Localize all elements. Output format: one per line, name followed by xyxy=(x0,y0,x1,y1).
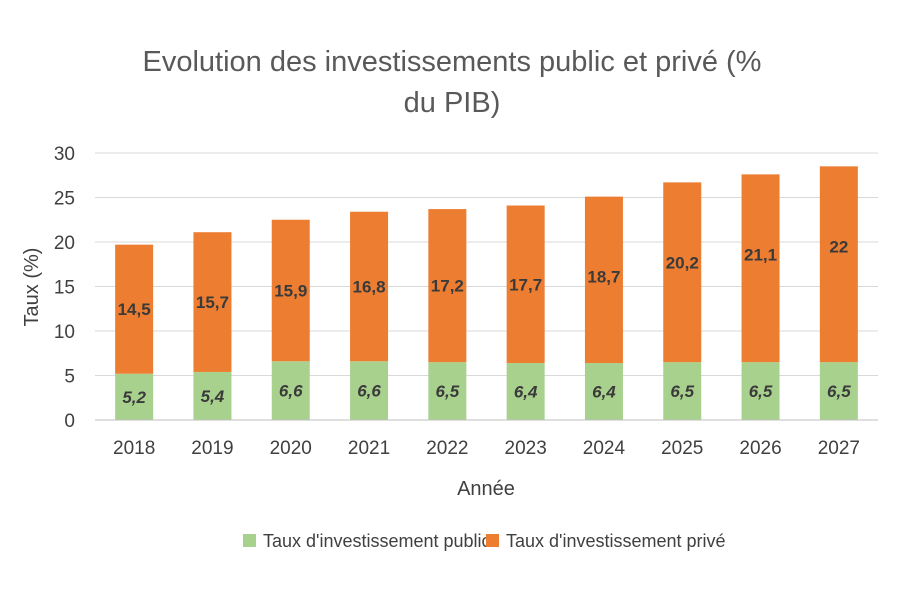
y-tick-label: 20 xyxy=(54,233,75,254)
y-tick-label: 10 xyxy=(54,322,75,343)
bar-private-2026 xyxy=(741,174,780,363)
bars-group: 5,2 14,5 5,4 15,7 6,6 15,9 6,6 16,8 6,5 17,2 6,4 17… xyxy=(115,166,858,420)
x-tick-label: 2018 xyxy=(113,438,155,459)
x-tick-label: 2024 xyxy=(583,438,626,459)
data-label-private: 18,7 xyxy=(587,268,620,287)
x-tick-label: 2021 xyxy=(348,438,390,459)
legend-swatch-public xyxy=(243,534,256,547)
y-tick-label: 25 xyxy=(54,189,75,210)
y-tick-label: 30 xyxy=(54,144,75,165)
legend-label-private: Taux d'investissement privé xyxy=(506,531,726,551)
x-tick-label: 2026 xyxy=(739,438,781,459)
data-label-private: 15,7 xyxy=(196,293,229,312)
bar-public-2021 xyxy=(350,361,389,420)
bar-private-2024 xyxy=(584,196,623,364)
data-label-private: 16,8 xyxy=(353,278,386,297)
legend: Taux d'investissement public Taux d'inve… xyxy=(243,531,726,551)
bar-private-2021 xyxy=(350,211,389,362)
bar-private-2020 xyxy=(271,219,310,362)
y-axis-ticks: 0 5 10 15 20 25 30 xyxy=(54,144,75,432)
y-axis-title: Taux (%) xyxy=(21,248,43,327)
data-label-public: 5,2 xyxy=(122,388,146,407)
y-tick-label: 5 xyxy=(64,367,75,388)
bar-public-2023 xyxy=(506,363,545,420)
x-tick-label: 2025 xyxy=(661,438,703,459)
x-tick-label: 2022 xyxy=(426,438,468,459)
data-label-private: 17,2 xyxy=(431,277,464,296)
y-tick-label: 0 xyxy=(64,411,75,432)
chart-title-line-1: Evolution des investissements public et … xyxy=(143,46,762,78)
bar-public-2022 xyxy=(428,362,467,420)
data-label-public: 6,5 xyxy=(436,382,460,401)
bar-private-2019 xyxy=(193,232,232,372)
x-tick-label: 2027 xyxy=(818,438,860,459)
x-axis-title: Année xyxy=(457,478,515,500)
bar-private-2027 xyxy=(819,166,858,363)
bar-private-2025 xyxy=(663,182,702,363)
x-tick-label: 2020 xyxy=(270,438,312,459)
x-tick-label: 2023 xyxy=(505,438,547,459)
data-label-public: 6,4 xyxy=(514,383,538,402)
data-label-public: 6,5 xyxy=(827,382,851,401)
chart-title-line-2: du PIB) xyxy=(404,87,501,119)
bar-private-2023 xyxy=(506,205,545,364)
data-label-private: 15,9 xyxy=(274,282,307,301)
data-label-public: 6,6 xyxy=(279,382,303,401)
x-tick-label: 2019 xyxy=(191,438,233,459)
data-label-public: 5,4 xyxy=(201,387,225,406)
data-label-public: 6,4 xyxy=(592,383,616,402)
data-label-private: 20,2 xyxy=(666,253,699,272)
bar-public-2018 xyxy=(115,373,154,420)
data-label-public: 6,5 xyxy=(749,382,773,401)
bar-public-2024 xyxy=(584,363,623,420)
y-tick-label: 15 xyxy=(54,278,75,299)
data-label-private: 14,5 xyxy=(118,300,151,319)
data-label-private: 21,1 xyxy=(744,245,777,264)
bar-public-2026 xyxy=(741,362,780,420)
bar-private-2018 xyxy=(115,244,154,374)
data-label-private: 22 xyxy=(829,237,848,256)
legend-label-public: Taux d'investissement public xyxy=(263,531,491,551)
data-label-public: 6,5 xyxy=(670,382,694,401)
bar-public-2025 xyxy=(663,362,702,420)
bar-public-2020 xyxy=(271,361,310,420)
legend-swatch-private xyxy=(486,534,499,547)
data-label-public: 6,6 xyxy=(357,382,381,401)
bar-private-2022 xyxy=(428,209,467,363)
bar-public-2019 xyxy=(193,371,232,420)
data-label-private: 17,7 xyxy=(509,275,542,294)
bar-public-2027 xyxy=(819,362,858,420)
x-axis-ticks: 2018 2019 2020 2021 2022 2023 2024 2025 2026 2027 xyxy=(113,438,860,459)
